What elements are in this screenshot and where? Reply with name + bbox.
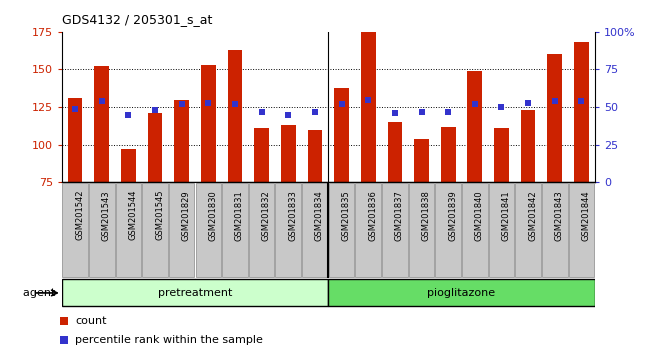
Text: GSM201838: GSM201838 [422,190,430,241]
Text: GSM201833: GSM201833 [289,190,297,241]
Text: GSM201839: GSM201839 [448,190,457,241]
Text: GSM201843: GSM201843 [555,190,564,241]
FancyBboxPatch shape [489,183,514,277]
Text: GSM201545: GSM201545 [155,190,164,240]
Text: GSM201842: GSM201842 [528,190,537,241]
FancyBboxPatch shape [515,183,541,277]
Text: agent: agent [23,288,58,298]
Text: GSM201835: GSM201835 [342,190,350,241]
Bar [361,32,376,182]
FancyBboxPatch shape [142,183,168,277]
Bar [201,65,216,182]
Text: GSM201830: GSM201830 [208,190,217,241]
FancyBboxPatch shape [249,183,274,277]
Bar [494,128,509,182]
Text: GSM201844: GSM201844 [582,190,590,241]
Text: percentile rank within the sample: percentile rank within the sample [75,335,263,345]
Text: GSM201840: GSM201840 [474,190,484,241]
Bar [254,128,269,182]
Text: GDS4132 / 205301_s_at: GDS4132 / 205301_s_at [62,13,212,26]
Bar [467,71,482,182]
Text: pioglitazone: pioglitazone [428,288,495,298]
Bar [307,130,322,182]
FancyBboxPatch shape [169,183,194,277]
Text: GSM201544: GSM201544 [129,190,137,240]
FancyBboxPatch shape [329,183,354,277]
FancyBboxPatch shape [276,183,301,277]
Bar [68,98,83,182]
FancyBboxPatch shape [116,183,141,277]
Bar [281,125,296,182]
FancyBboxPatch shape [62,183,88,277]
FancyBboxPatch shape [302,183,328,277]
FancyBboxPatch shape [222,183,248,277]
Text: GSM201836: GSM201836 [368,190,377,241]
Bar [521,110,536,182]
Bar [334,87,349,182]
Text: GSM201832: GSM201832 [261,190,270,241]
Bar [547,55,562,182]
FancyBboxPatch shape [409,183,434,277]
Bar [441,127,456,182]
Bar [121,149,136,182]
Text: GSM201834: GSM201834 [315,190,324,241]
Text: GSM201837: GSM201837 [395,190,404,241]
Bar [148,113,162,182]
Text: GSM201829: GSM201829 [182,190,190,241]
Text: GSM201831: GSM201831 [235,190,244,241]
FancyBboxPatch shape [542,183,567,277]
Text: pretreatment: pretreatment [158,288,232,298]
Bar [94,67,109,182]
Text: GSM201841: GSM201841 [502,190,510,241]
Bar [574,42,589,182]
FancyBboxPatch shape [462,183,488,277]
Bar [227,50,242,182]
FancyBboxPatch shape [356,183,381,277]
Bar [387,122,402,182]
FancyBboxPatch shape [436,183,461,277]
Text: count: count [75,316,107,326]
Bar [174,99,189,182]
Text: GSM201542: GSM201542 [75,190,84,240]
Bar [414,139,429,182]
FancyBboxPatch shape [196,183,221,277]
FancyBboxPatch shape [62,279,328,307]
FancyBboxPatch shape [89,183,114,277]
Text: GSM201543: GSM201543 [101,190,111,241]
FancyBboxPatch shape [569,183,594,277]
FancyBboxPatch shape [328,279,595,307]
FancyBboxPatch shape [382,183,408,277]
